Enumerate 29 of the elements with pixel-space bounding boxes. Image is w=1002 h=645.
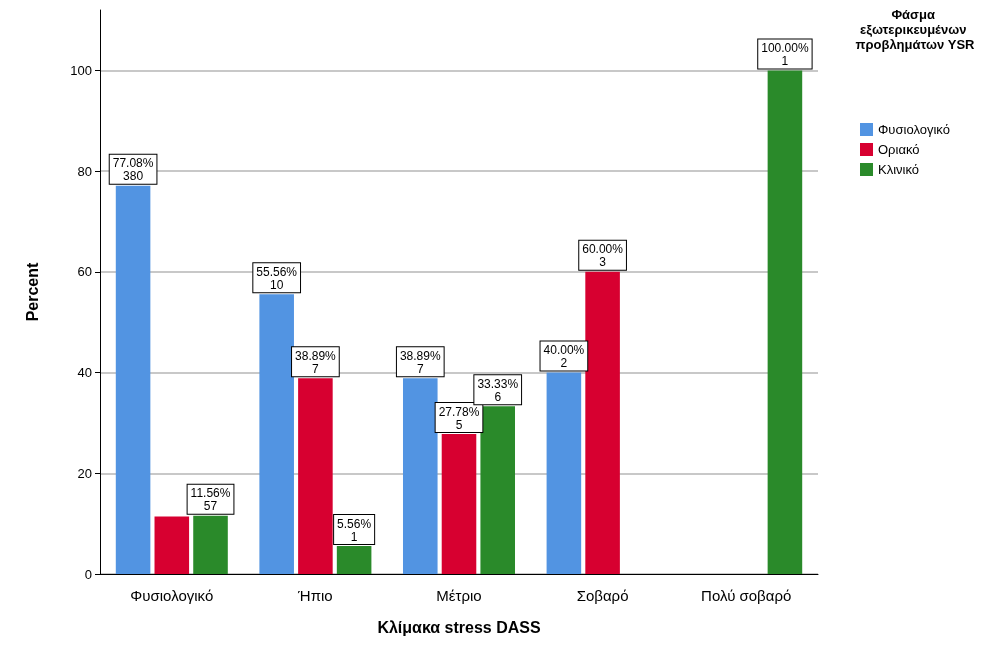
- legend-label: Κλινικό: [878, 162, 920, 177]
- y-tick-label: 20: [77, 465, 92, 481]
- data-label: 33.33% 6: [477, 376, 519, 404]
- legend-label: Φυσιολογικό: [878, 122, 950, 137]
- legend-label: Οριακό: [878, 142, 920, 157]
- y-tick-label: 100: [70, 62, 92, 78]
- x-tick-label: Μέτριο: [436, 587, 482, 604]
- data-label: 55.56% 10: [256, 264, 298, 292]
- data-label: 40.00% 2: [543, 343, 585, 371]
- data-label: 38.89% 7: [399, 348, 441, 376]
- y-tick-label: 0: [84, 566, 92, 582]
- y-tick-label: 40: [77, 365, 92, 381]
- y-axis-title: Percent: [23, 261, 41, 322]
- y-tick-label: 80: [77, 163, 92, 179]
- x-tick-label: Φυσιολογικό: [130, 587, 214, 604]
- x-axis-title: Κλίμακα stress DASS: [377, 618, 541, 636]
- x-tick-label: Σοβαρό: [576, 587, 629, 604]
- data-label: 77.08% 380: [112, 156, 154, 184]
- data-label: 27.78% 5: [438, 404, 480, 432]
- data-label: 5.56% 1: [337, 516, 372, 544]
- x-tick-label: Πολύ σοβαρό: [701, 587, 792, 604]
- bar: [154, 516, 190, 574]
- legend-title: Φάσμα εξωτερικευμένων προβλημάτων YSR: [855, 7, 976, 52]
- data-label: 38.89% 7: [295, 348, 337, 376]
- data-label: 100.00% 1: [761, 40, 809, 68]
- x-tick-label: Ήπιο: [297, 587, 333, 604]
- data-label: 11.56% 57: [190, 486, 231, 514]
- data-label: 60.00% 3: [582, 242, 624, 270]
- y-tick-label: 60: [77, 264, 92, 280]
